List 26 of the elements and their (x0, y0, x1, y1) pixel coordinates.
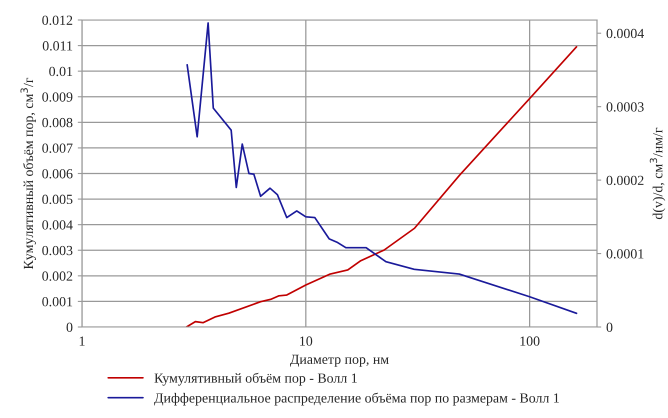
y-tick-label: 0.001 (42, 297, 72, 306)
y-tick-label: 0.011 (42, 41, 72, 51)
y2-tick-label: 0.0004 (606, 28, 644, 38)
y-tick-label: 0.003 (42, 246, 72, 256)
x-axis-title: Диаметр пор, нм (290, 354, 389, 367)
legend-label: Дифференциальное распределение объёма пор по размерам - Волл 1 (154, 392, 559, 406)
y-tick-label: 0.004 (42, 220, 73, 230)
y-tick-label: 0.007 (42, 144, 73, 153)
y-tick-label: 0.006 (42, 169, 73, 179)
y2-tick-label: 0.0002 (606, 176, 644, 186)
y-tick-label: 0.005 (42, 194, 72, 204)
y2-tick-label: 0.0001 (606, 249, 644, 259)
y-axis-title: Кумулятивный объём пор, см$^{3}$/г (20, 78, 36, 270)
y2-axis-title: d(v)/d, см$^{3}$/нм/г (650, 128, 666, 220)
y-tick-label: 0.01 (49, 66, 72, 76)
x-tick-label: 1 (80, 336, 85, 346)
y2-tick-label: 0.0003 (606, 102, 644, 112)
y-tick-label: 0 (66, 322, 72, 332)
x-tick-label: 10 (300, 336, 312, 346)
x-tick-label: 100 (520, 336, 540, 346)
legend-label: Кумулятивный объём пор - Волл 1 (154, 372, 357, 386)
y-tick-label: 0.002 (42, 271, 72, 281)
y2-tick-label: 0 (606, 322, 612, 332)
y-tick-label: 0.009 (42, 92, 72, 102)
y-tick-label: 0.012 (42, 16, 72, 26)
y-tick-label: 0.008 (42, 118, 72, 128)
